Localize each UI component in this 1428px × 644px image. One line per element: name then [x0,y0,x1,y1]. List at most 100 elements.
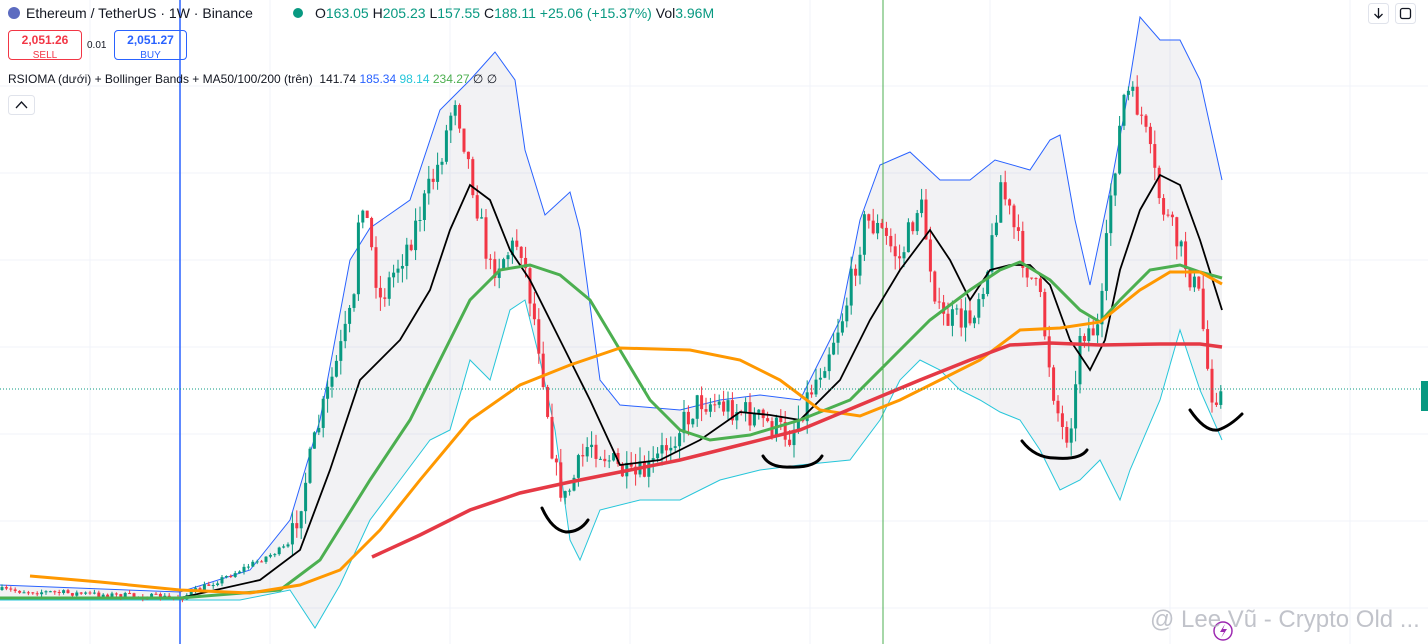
candle-body [409,244,413,251]
buy-label: BUY [140,50,161,61]
candle-body [1166,214,1170,216]
candle-body [422,193,426,220]
candle-body [752,412,756,426]
candle-body [462,128,466,152]
candle-body [968,310,972,324]
value: 3.96M [675,5,715,21]
candle-body [400,265,404,269]
indicator-name: RSIOMA (dưới) + Bollinger Bands + MA50/1… [8,72,313,86]
candle-body [383,297,387,299]
candle-body [110,593,114,598]
candle-body [594,444,598,459]
candle-body [937,301,941,303]
candle-body [814,379,818,395]
candle-body [1016,227,1020,231]
candle-body [1100,290,1104,325]
candle-body [1056,400,1060,414]
candle-body [607,460,611,462]
candle-body [682,411,686,434]
candle-body [1197,276,1201,289]
candle-body [1179,241,1183,247]
candle-body [1065,426,1069,443]
candle-body [1188,269,1192,288]
candle-body [387,277,391,299]
candle-body [1003,182,1007,200]
candle-body [255,561,259,563]
candle-body [321,398,325,428]
candle-body [722,401,726,412]
candle-body [101,594,105,597]
bollinger-lower [0,299,1223,629]
candle-body [361,210,365,223]
sell-button[interactable]: 2,051.26 SELL [8,30,82,61]
indicator-value: 185.34 [359,72,397,86]
label: H [372,5,383,21]
candle-body [198,588,202,591]
indicator-value: 234.27 [432,72,470,86]
candle-body [572,477,576,491]
status-dot [293,8,303,18]
indicator-value: ∅ [486,72,498,86]
candle-body [238,571,242,574]
candle-body [290,523,294,545]
value: 188.11 [494,5,536,21]
candle-body [568,490,572,492]
candle-body [13,589,17,591]
candle-body [9,588,13,590]
candle-body [273,554,277,556]
candle-body [924,199,928,240]
candle-body [717,401,721,405]
fullscreen-button[interactable] [1395,3,1416,24]
candle-body [31,592,35,594]
candle-body [488,258,492,260]
candle-body [884,227,888,236]
candle-body [946,313,950,326]
candle-body [1219,391,1223,405]
candle-body [207,584,211,586]
buy-price: 2,051.27 [127,33,174,47]
candle-body [708,404,712,412]
candle-body [510,240,514,256]
candle-body [1148,126,1152,145]
candle-body [242,566,246,572]
sell-label: SELL [32,50,58,61]
label: O [315,5,326,21]
candle-body [880,222,884,228]
ohlc: O163.05 H205.23 L157.55 C188.11 +25.06 (… [315,5,714,21]
candle-body [955,308,959,310]
candle-body [898,256,902,259]
candle-body [1153,144,1157,168]
candle-body [216,583,220,586]
candle-body [928,239,932,272]
candle-body [427,178,431,194]
candle-body [277,547,281,555]
candle-body [1069,428,1073,443]
buy-button[interactable]: 2,051.27 BUY [114,30,187,61]
candle-body [563,491,567,498]
symbol-icon [8,7,20,19]
candle-body [524,257,528,269]
candle-body [823,371,827,378]
candle-body [88,592,92,594]
candle-body [53,591,57,593]
bollinger-upper [0,15,1223,593]
candle-body [845,305,849,322]
candle-body [1109,195,1113,234]
candle-body [1126,90,1130,95]
candle-body [550,416,554,459]
candle-body [1008,199,1012,206]
candle-body [365,210,369,219]
candle-body [114,593,118,595]
candle-body [66,590,70,594]
candle-body [119,594,123,598]
candle-body [788,439,792,446]
indicator-value: 98.14 [399,72,430,86]
candle-body [211,585,215,587]
candle-body [440,161,444,165]
collapse-button[interactable] [8,95,35,115]
candle-body [1038,278,1042,293]
candle-body [35,593,39,595]
candle-body [590,444,594,448]
candle-body [933,271,937,302]
candle-body [260,561,264,563]
